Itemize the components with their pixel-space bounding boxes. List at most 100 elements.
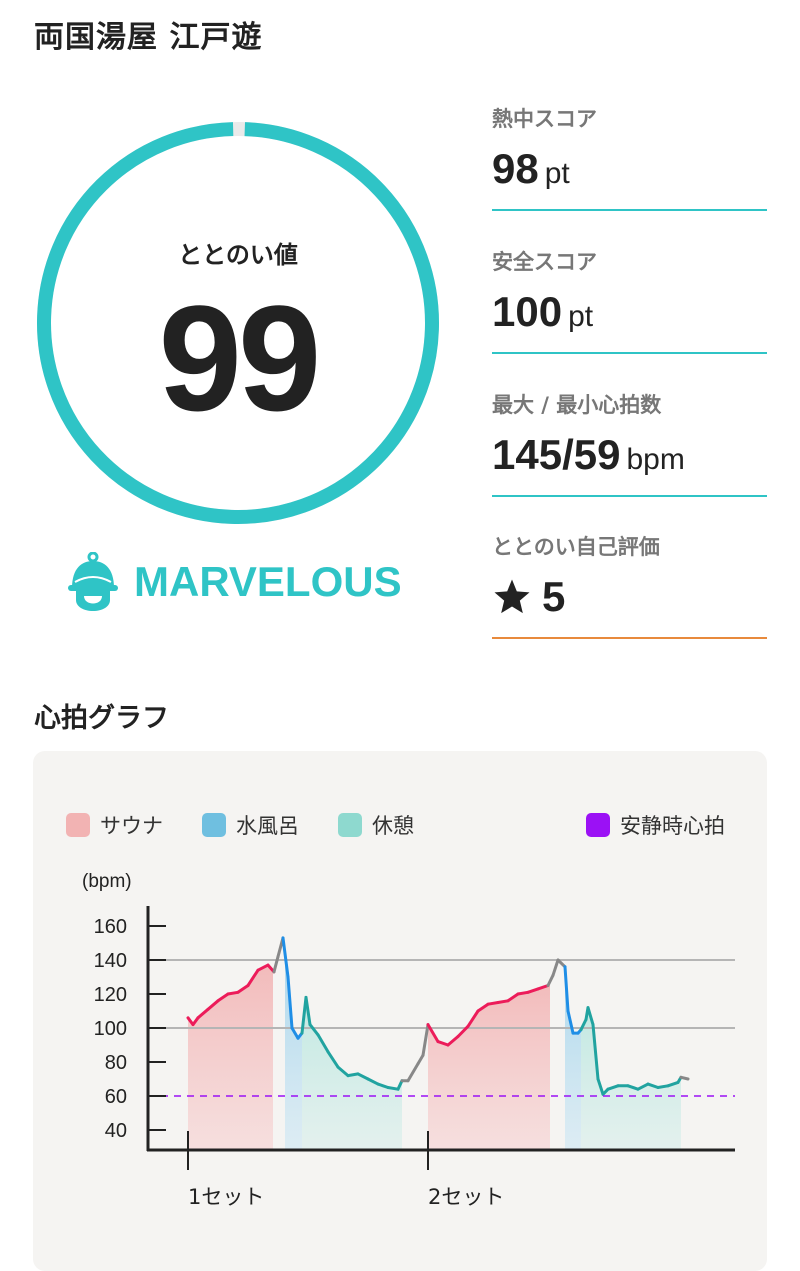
heart-rate-segment — [506, 992, 520, 1003]
y-tick-label: 160 — [94, 916, 127, 938]
heart-rate-graph-title: 心拍グラフ — [34, 703, 169, 734]
heart-rate-segment — [536, 984, 550, 991]
y-tick-label: 40 — [105, 1120, 127, 1142]
stat-value: 145/59 bpm — [492, 431, 685, 478]
heart-rate-segment — [226, 990, 240, 996]
heart-rate-segment — [386, 1086, 400, 1091]
heart-rate-segment — [236, 984, 250, 994]
stat-divider — [492, 209, 767, 211]
stat-self-rating: ととのい自己評価 5 — [492, 531, 767, 639]
heart-rate-segment — [426, 1023, 440, 1044]
stat-value: 98 pt — [492, 145, 570, 192]
stat-value: 5 — [492, 573, 767, 621]
phase-area-rest — [581, 1007, 681, 1150]
y-tick-label: 140 — [94, 950, 127, 972]
phase-area-cold_bath — [565, 966, 581, 1150]
heart-rate-segment — [591, 1023, 600, 1081]
heart-rate-segment — [436, 1040, 450, 1047]
heart-rate-segment — [516, 990, 530, 996]
legend-sauna: サウナ — [66, 810, 163, 840]
phase-area-sauna — [188, 965, 273, 1150]
y-tick-label: 100 — [94, 1018, 127, 1040]
stat-divider — [492, 495, 767, 497]
x-tick-label: 1セット — [188, 1185, 264, 1209]
rank-badge: MARVELOUS — [66, 550, 402, 614]
legend-cold-bath: 水風呂 — [202, 810, 299, 840]
heart-rate-segment — [304, 995, 312, 1027]
rank-label: MARVELOUS — [134, 558, 402, 605]
heart-rate-segment — [326, 1050, 340, 1069]
phase-area-rest — [302, 997, 402, 1150]
heart-rate-segment — [376, 1082, 390, 1089]
stat-value: 100 pt — [492, 288, 594, 335]
heart-rate-segment — [446, 1035, 460, 1047]
heart-rate-segment — [316, 1033, 330, 1054]
heart-rate-segment — [526, 987, 540, 994]
score-ring-label: ととのい値 — [178, 241, 298, 269]
legend-swatch — [66, 813, 90, 837]
heart-rate-segment — [579, 1018, 588, 1032]
heart-rate-segment — [356, 1072, 370, 1081]
y-tick-label: 80 — [105, 1052, 127, 1074]
legend-swatch — [202, 813, 226, 837]
heart-rate-segment — [586, 1006, 595, 1027]
heart-rate-segment — [196, 1007, 210, 1020]
heart-rate-segment — [216, 992, 230, 1003]
heart-rate-segment — [300, 995, 308, 1035]
legend-rest: 休憩 — [338, 810, 414, 840]
legend-label: 水風呂 — [236, 814, 299, 838]
heart-rate-segment — [596, 1077, 605, 1096]
heart-rate-segment — [546, 973, 555, 987]
y-tick-label: 120 — [94, 984, 127, 1006]
heart-rate-segment — [496, 999, 510, 1004]
heart-rate-segment — [551, 958, 560, 977]
bell-character-icon — [68, 552, 118, 611]
heart-rate-segment — [566, 1009, 575, 1035]
stat-label: 最大 / 最小心拍数 — [492, 393, 662, 417]
x-tick-label: 2セット — [428, 1185, 504, 1209]
legend-swatch — [338, 813, 362, 837]
heart-rate-segment — [286, 975, 294, 1030]
heart-rate-segment — [366, 1077, 380, 1086]
heart-rate-segment — [281, 936, 290, 979]
heart-rate-segment — [466, 1009, 480, 1028]
heart-rate-segment — [406, 1062, 420, 1083]
heart-rate-segment — [206, 999, 220, 1011]
heart-rate-segment — [556, 958, 567, 969]
legend-label: 安静時心拍 — [620, 814, 725, 838]
stat-passion-score: 熱中スコア 98 pt — [492, 103, 767, 211]
stat-safety-score: 安全スコア 100 pt — [492, 246, 767, 354]
heart-rate-segment — [290, 1026, 300, 1040]
score-ring-graphic — [36, 122, 439, 525]
heart-rate-segment — [246, 968, 260, 987]
heart-rate-segment — [679, 1075, 690, 1081]
legend-resting-hr: 安静時心拍 — [586, 810, 725, 840]
stat-label: 熱中スコア — [492, 107, 597, 131]
score-ring-arc — [36, 122, 439, 525]
heart-rate-segment — [346, 1072, 360, 1078]
stat-divider — [492, 637, 767, 639]
heart-rate-segment — [606, 1084, 620, 1091]
heart-rate-segment — [476, 1002, 490, 1013]
heart-rate-segment — [636, 1082, 650, 1091]
stat-divider — [492, 352, 767, 354]
legend-label: サウナ — [100, 814, 163, 838]
heart-rate-graph-card — [33, 751, 767, 1271]
heart-rate-segment — [563, 965, 570, 1013]
legend-swatch — [586, 813, 610, 837]
chart-plot-area: 160 140 120 100 80 60 40 1セット 2セット — [94, 906, 735, 1209]
stat-label: ととのい自己評価 — [492, 535, 660, 559]
stat-heart-rate: 最大 / 最小心拍数 145/59 bpm — [492, 389, 767, 497]
heart-rate-segment — [396, 1079, 404, 1091]
heart-rate-segment — [646, 1082, 660, 1089]
facility-name: 両国湯屋 江戸遊 — [34, 20, 263, 55]
score-ring-value: 99 — [158, 274, 322, 442]
y-tick-label: 60 — [105, 1086, 127, 1108]
legend-label: 休憩 — [372, 814, 414, 838]
star-icon — [494, 579, 530, 614]
heart-rate-segment — [308, 1023, 320, 1037]
heart-rate-segment — [272, 955, 280, 974]
heart-rate-segment — [626, 1084, 640, 1091]
heart-rate-segment — [421, 1023, 430, 1057]
